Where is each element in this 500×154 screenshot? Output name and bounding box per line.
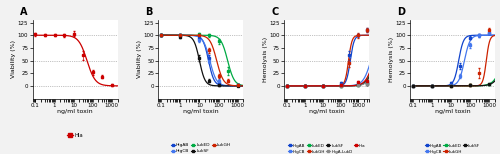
Y-axis label: Hemolysis (%): Hemolysis (%) xyxy=(389,37,394,82)
X-axis label: ng/ml toxin: ng/ml toxin xyxy=(183,109,218,114)
Y-axis label: Hemolysis (%): Hemolysis (%) xyxy=(263,37,268,82)
Text: B: B xyxy=(146,7,153,17)
Y-axis label: Viability (%): Viability (%) xyxy=(12,40,16,78)
X-axis label: ng/ml toxin: ng/ml toxin xyxy=(434,109,470,114)
Legend: HlgAB, HlgCB, LukED, LukGH, LukSF: HlgAB, HlgCB, LukED, LukGH, LukSF xyxy=(423,142,482,154)
Legend: Hla: Hla xyxy=(64,131,86,140)
Text: A: A xyxy=(20,7,27,17)
Legend: HlgAB, HlgCB, LukED, LukGH, LukSF, HlgA-LukD, Hla: HlgAB, HlgCB, LukED, LukGH, LukSF, HlgA-… xyxy=(286,142,367,154)
Legend: HlgAB, HlgCB, LukED, LukSF, LukGH: HlgAB, HlgCB, LukED, LukSF, LukGH xyxy=(169,141,233,154)
Text: C: C xyxy=(272,7,278,17)
Y-axis label: Viability (%): Viability (%) xyxy=(138,40,142,78)
X-axis label: ng/ml toxin: ng/ml toxin xyxy=(309,109,344,114)
Text: D: D xyxy=(397,7,405,17)
X-axis label: ng/ml toxin: ng/ml toxin xyxy=(57,109,93,114)
